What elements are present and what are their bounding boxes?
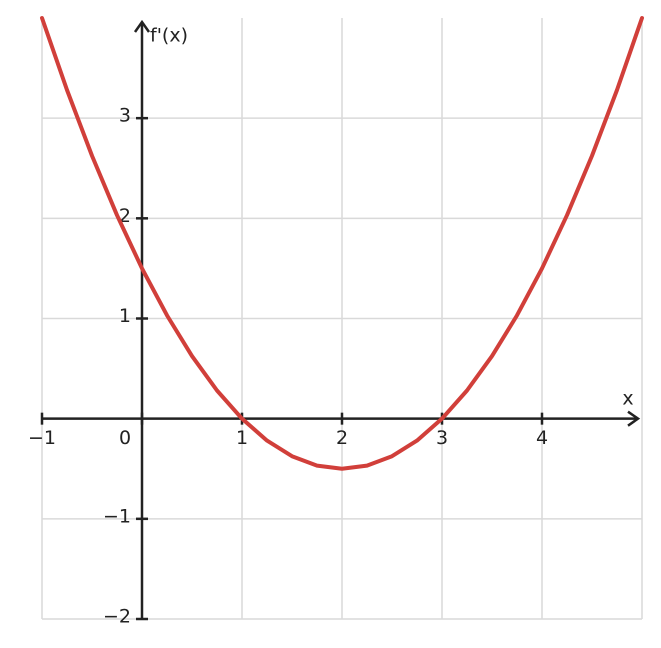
y-tick-label: 1 [119,305,131,327]
x-tick-label: 1 [236,427,248,449]
x-axis-arrow [627,410,641,427]
x-tick-label: 3 [436,427,448,449]
y-tick-label: −2 [103,606,131,628]
curve [40,16,644,471]
x-tick-label: −1 [28,427,56,449]
y-tick-label: 3 [119,105,131,127]
x-tick-label: 4 [536,427,548,449]
x-axis-label: x [622,388,633,410]
x-tick-label: 0 [119,427,131,449]
x-tick-label: 2 [336,427,348,449]
y-tick-label: −1 [103,505,131,527]
y-axis-arrow [133,19,151,33]
y-axis-label: f'(x) [150,25,188,47]
